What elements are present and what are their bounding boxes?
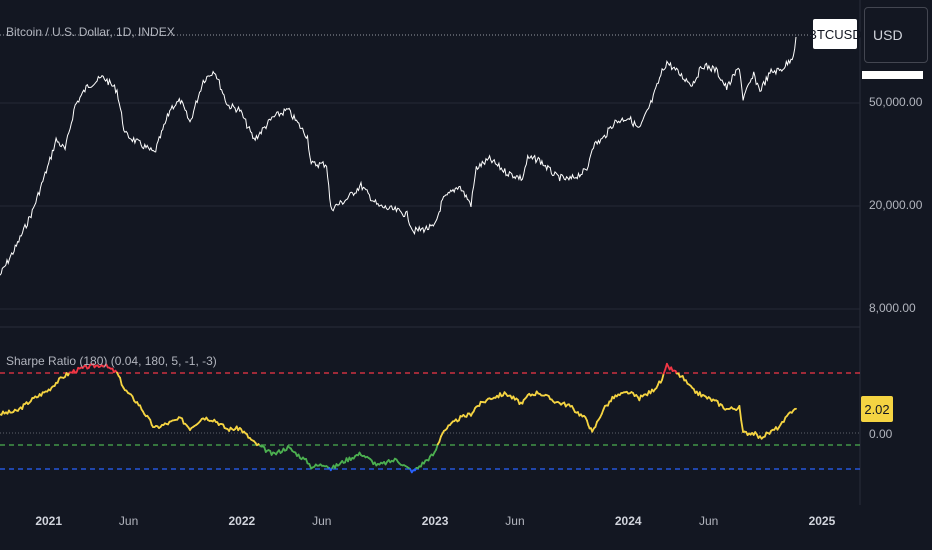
currency-selector[interactable]: USD (864, 7, 928, 63)
sharpe-series-segment (181, 417, 185, 425)
sharpe-value-badge: 2.02 (861, 396, 893, 422)
time-tick-label: Jun (698, 514, 719, 528)
sharpe-series-segment (661, 372, 665, 381)
time-tick-label: 2023 (421, 514, 449, 528)
price-series-line (0, 36, 797, 276)
time-tick-label: Jun (118, 514, 139, 528)
sharpe-series-segment (740, 419, 744, 433)
time-tick-label: 2022 (228, 514, 256, 528)
time-tick-label: 2021 (35, 514, 63, 528)
price-tick-label: 20,000.00 (869, 198, 923, 212)
sharpe-series-segment (438, 435, 442, 443)
time-tick-label: Jun (312, 514, 332, 528)
sharpe-series-segment (738, 404, 743, 422)
time-tick-label: Jun (505, 514, 525, 528)
symbol-title: Bitcoin / U.S. Dollar, 1D, INDEX (6, 25, 175, 39)
time-tick-label: 2025 (808, 514, 836, 528)
price-tick-label: 50,000.00 (869, 95, 923, 109)
indicator-title: Sharpe Ratio (180) (0.04, 180, 5, -1, -3… (6, 354, 217, 368)
current-price-flag (862, 71, 923, 79)
ticker-label[interactable]: BTCUSD (808, 19, 862, 49)
sharpe-tick-label: 0.00 (869, 427, 893, 441)
price-tick-label: 8,000.00 (869, 301, 916, 315)
time-tick-label: 2024 (614, 514, 642, 528)
sharpe-series-segment (119, 376, 123, 386)
sharpe-series-segment (435, 443, 439, 451)
